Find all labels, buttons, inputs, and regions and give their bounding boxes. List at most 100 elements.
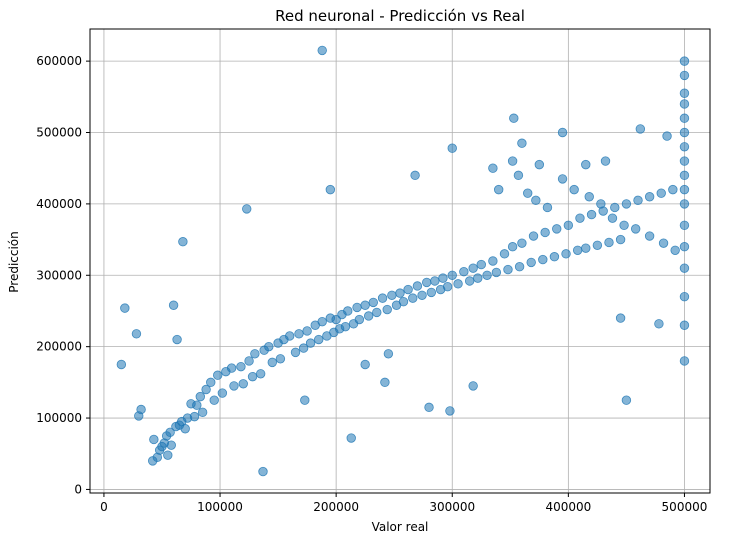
data-point bbox=[325, 184, 336, 195]
data-point bbox=[377, 293, 388, 303]
data-point bbox=[482, 270, 492, 280]
y-tick-label: 100000 bbox=[36, 411, 82, 425]
data-point bbox=[264, 341, 274, 352]
data-point bbox=[670, 245, 680, 255]
data-point bbox=[557, 127, 568, 138]
x-tick-label: 400000 bbox=[545, 500, 591, 514]
data-point bbox=[447, 270, 457, 280]
x-tick-label: 300000 bbox=[429, 500, 475, 514]
data-point bbox=[165, 427, 175, 438]
data-point bbox=[581, 159, 591, 170]
data-point bbox=[540, 227, 550, 238]
data-point bbox=[523, 188, 533, 198]
scatter-points bbox=[116, 45, 690, 477]
data-point bbox=[229, 381, 239, 391]
x-axis-label: Valor real bbox=[372, 520, 429, 534]
data-point bbox=[679, 320, 690, 330]
data-point bbox=[592, 240, 603, 250]
data-point bbox=[542, 202, 553, 213]
data-point bbox=[507, 156, 518, 166]
data-point bbox=[417, 290, 427, 300]
data-point bbox=[679, 242, 690, 252]
data-point bbox=[528, 231, 539, 241]
data-point bbox=[654, 319, 664, 329]
data-point bbox=[679, 263, 690, 273]
data-point bbox=[201, 384, 211, 395]
data-point bbox=[679, 56, 690, 66]
data-point bbox=[514, 262, 525, 272]
data-point bbox=[662, 131, 672, 141]
data-point bbox=[163, 450, 173, 460]
y-tick-label: 500000 bbox=[36, 126, 82, 140]
data-point bbox=[300, 395, 310, 405]
data-point bbox=[120, 303, 130, 313]
data-point bbox=[561, 249, 571, 259]
data-point bbox=[424, 402, 434, 413]
data-point bbox=[305, 338, 316, 348]
data-point bbox=[615, 313, 626, 323]
data-point bbox=[493, 184, 504, 195]
data-point bbox=[488, 256, 498, 266]
data-point bbox=[507, 242, 518, 252]
data-point bbox=[468, 263, 478, 273]
data-point bbox=[368, 297, 378, 308]
data-point bbox=[360, 300, 370, 310]
data-point bbox=[172, 334, 182, 345]
data-point bbox=[679, 142, 690, 152]
data-point bbox=[387, 290, 397, 300]
data-point bbox=[459, 267, 469, 277]
data-point bbox=[468, 381, 478, 391]
data-point bbox=[621, 199, 632, 209]
data-point bbox=[586, 209, 597, 220]
data-point bbox=[226, 363, 237, 373]
x-tick-label: 0 bbox=[100, 500, 108, 514]
data-point bbox=[445, 406, 455, 416]
data-point bbox=[298, 343, 309, 353]
y-tick-label: 300000 bbox=[36, 268, 82, 282]
data-point bbox=[275, 354, 286, 364]
data-point bbox=[656, 188, 666, 198]
data-point bbox=[679, 199, 690, 209]
data-point bbox=[398, 296, 409, 307]
data-point bbox=[679, 220, 690, 231]
data-point bbox=[572, 245, 583, 255]
x-tick-label: 500000 bbox=[662, 500, 708, 514]
data-point bbox=[513, 170, 524, 181]
data-point bbox=[189, 411, 200, 422]
data-point bbox=[383, 349, 394, 359]
data-point bbox=[679, 184, 690, 195]
data-point bbox=[382, 304, 392, 315]
data-point bbox=[168, 300, 179, 310]
data-point bbox=[314, 334, 324, 345]
x-tick-label: 100000 bbox=[197, 500, 243, 514]
data-point bbox=[294, 329, 304, 339]
data-point bbox=[258, 466, 268, 477]
data-point bbox=[152, 452, 163, 463]
data-point bbox=[346, 433, 356, 443]
data-point bbox=[615, 234, 626, 245]
data-point bbox=[679, 99, 690, 109]
data-point bbox=[343, 306, 353, 316]
data-point bbox=[352, 302, 362, 313]
data-point bbox=[244, 356, 254, 366]
data-point bbox=[217, 388, 228, 398]
data-point bbox=[557, 174, 568, 184]
data-point bbox=[209, 395, 219, 405]
data-point bbox=[464, 276, 475, 286]
data-point bbox=[596, 199, 606, 209]
data-point bbox=[422, 277, 432, 288]
data-point bbox=[607, 213, 618, 223]
data-point bbox=[621, 395, 632, 405]
data-point bbox=[426, 287, 437, 298]
data-point bbox=[569, 184, 579, 195]
data-point bbox=[195, 391, 205, 402]
data-point bbox=[610, 202, 620, 213]
data-point bbox=[517, 138, 527, 148]
data-point bbox=[136, 404, 146, 415]
data-point bbox=[403, 284, 413, 295]
x-tick-label: 200000 bbox=[313, 500, 359, 514]
data-point bbox=[317, 316, 327, 327]
data-point bbox=[473, 273, 483, 283]
data-point bbox=[206, 377, 216, 388]
